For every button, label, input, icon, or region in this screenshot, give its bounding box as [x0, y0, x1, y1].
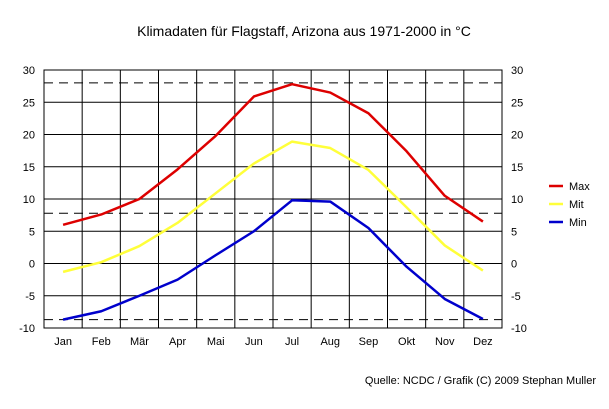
x-tick-label: Jun	[245, 336, 263, 348]
legend-label-min: Min	[569, 217, 587, 229]
y-tick-label-left: 5	[29, 226, 35, 238]
y-tick-label-left: 30	[23, 65, 35, 77]
x-tick-label: Nov	[435, 336, 455, 348]
legend-label-max: Max	[569, 181, 590, 193]
chart-title: Klimadaten für Flagstaff, Arizona aus 19…	[137, 23, 471, 39]
series-line-mit	[62, 140, 484, 274]
source-caption: Quelle: NCDC / Grafik (C) 2009 Stephan M…	[365, 375, 596, 387]
y-tick-label-right: 5	[511, 226, 517, 238]
series-line-max	[62, 82, 484, 227]
x-tick-label: Jan	[54, 336, 72, 348]
x-tick-label: Aug	[320, 336, 340, 348]
x-tick-label: Feb	[92, 336, 111, 348]
series-line-min	[62, 199, 484, 321]
y-tick-label-left: -10	[19, 323, 35, 335]
x-tick-label: Okt	[398, 336, 415, 348]
x-tick-label: Mai	[207, 336, 225, 348]
x-tick-label: Jul	[285, 336, 299, 348]
grid	[44, 70, 502, 328]
y-axis-left: 30 25 20 15 10 5 0 -5 -10	[19, 65, 35, 335]
y-tick-label-left: 0	[29, 259, 35, 271]
y-tick-label-right: 15	[511, 162, 523, 174]
y-tick-label-left: 20	[23, 130, 35, 142]
y-tick-label-left: 15	[23, 162, 35, 174]
x-tick-label: Apr	[169, 336, 186, 348]
x-axis: Jan Feb Mär Apr Mai Jun Jul Aug Sep Okt Nov Dez	[54, 336, 492, 348]
y-tick-label-right: -10	[511, 323, 527, 335]
y-tick-label-left: 25	[23, 97, 35, 109]
y-tick-label-left: -5	[25, 291, 35, 303]
plot-frame	[43, 69, 503, 329]
series-group	[62, 82, 484, 321]
x-tick-label: Dez	[473, 336, 493, 348]
y-tick-label-right: -5	[511, 291, 521, 303]
y-tick-label-right: 30	[511, 65, 523, 77]
x-tick-label: Mär	[130, 336, 149, 348]
y-tick-label-right: 0	[511, 259, 517, 271]
reference-lines	[44, 82, 502, 321]
legend-label-mit: Mit	[569, 199, 584, 211]
legend: Max Mit Min	[549, 181, 590, 229]
y-tick-label-right: 25	[511, 97, 523, 109]
y-axis-right: 30 25 20 15 10 5 0 -5 -10	[511, 65, 527, 335]
y-tick-label-right: 20	[511, 130, 523, 142]
x-tick-label: Sep	[359, 336, 379, 348]
y-tick-label-right: 10	[511, 194, 523, 206]
y-tick-label-left: 10	[23, 194, 35, 206]
